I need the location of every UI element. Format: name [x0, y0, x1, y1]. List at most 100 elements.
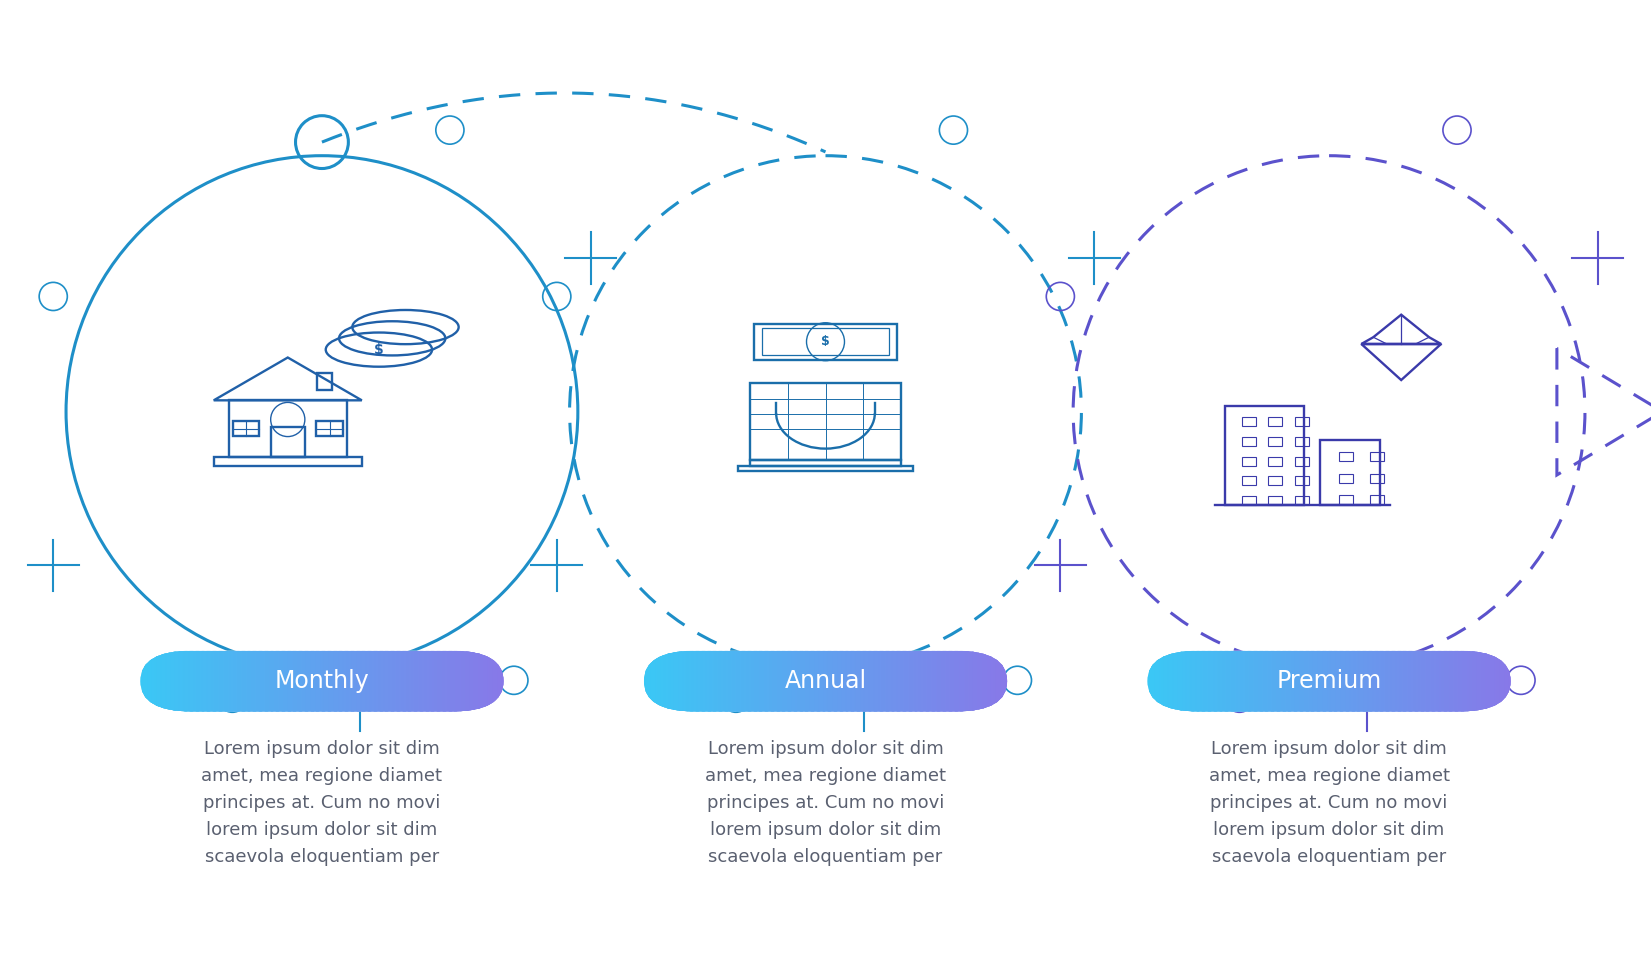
- Bar: [855, 651, 857, 711]
- Bar: [1440, 651, 1441, 711]
- Bar: [386, 651, 388, 711]
- Bar: [1347, 651, 1349, 711]
- Bar: [1352, 651, 1354, 711]
- Bar: [487, 651, 490, 711]
- Bar: [145, 651, 147, 711]
- Bar: [1313, 651, 1314, 711]
- Bar: [1154, 651, 1157, 711]
- Bar: [1438, 651, 1440, 711]
- Bar: [687, 651, 690, 711]
- Bar: [391, 651, 393, 711]
- Bar: [1215, 651, 1217, 711]
- Bar: [852, 651, 854, 711]
- Bar: [411, 651, 413, 711]
- Bar: [154, 651, 155, 711]
- Bar: [1260, 651, 1261, 711]
- Bar: [745, 651, 746, 711]
- Bar: [662, 651, 664, 711]
- Bar: [434, 651, 436, 711]
- Bar: [868, 651, 870, 711]
- Bar: [462, 651, 464, 711]
- Bar: [748, 651, 750, 711]
- Bar: [1324, 651, 1326, 711]
- Bar: [261, 651, 263, 711]
- Bar: [1413, 651, 1415, 711]
- Bar: [472, 651, 474, 711]
- Bar: [287, 651, 289, 711]
- Bar: [1286, 651, 1289, 711]
- Bar: [1491, 651, 1493, 711]
- Bar: [332, 651, 334, 711]
- Bar: [376, 651, 378, 711]
- Bar: [728, 651, 731, 711]
- Bar: [1509, 651, 1511, 711]
- Bar: [1192, 651, 1194, 711]
- Bar: [670, 651, 672, 711]
- Bar: [396, 651, 400, 711]
- Bar: [200, 651, 201, 711]
- Bar: [679, 651, 680, 711]
- Bar: [393, 651, 395, 711]
- Bar: [1341, 651, 1344, 711]
- Bar: [1167, 651, 1169, 711]
- Bar: [977, 651, 981, 711]
- Bar: [409, 651, 411, 711]
- Bar: [764, 651, 768, 711]
- Bar: [178, 651, 180, 711]
- Bar: [1466, 651, 1468, 711]
- Bar: [951, 651, 953, 711]
- Bar: [1481, 651, 1483, 711]
- Bar: [717, 651, 718, 711]
- Bar: [456, 651, 457, 711]
- Bar: [289, 651, 291, 711]
- Bar: [809, 651, 812, 711]
- Bar: [1147, 651, 1149, 711]
- Bar: [414, 651, 418, 711]
- Bar: [266, 651, 267, 711]
- Bar: [738, 651, 740, 711]
- Bar: [1339, 452, 1354, 461]
- Bar: [997, 651, 999, 711]
- Bar: [1349, 651, 1351, 711]
- Bar: [1390, 651, 1393, 711]
- Bar: [715, 651, 717, 711]
- Bar: [1225, 651, 1227, 711]
- Bar: [1213, 651, 1217, 711]
- Bar: [685, 651, 687, 711]
- Bar: [1258, 651, 1260, 711]
- Bar: [1397, 651, 1398, 711]
- Bar: [840, 651, 842, 711]
- Bar: [1218, 651, 1220, 711]
- Bar: [256, 651, 258, 711]
- Bar: [1152, 651, 1154, 711]
- Bar: [918, 651, 920, 711]
- Bar: [335, 651, 337, 711]
- Bar: [1326, 651, 1327, 711]
- Bar: [877, 651, 878, 711]
- Bar: [903, 651, 905, 711]
- Bar: [963, 651, 964, 711]
- Bar: [755, 651, 758, 711]
- Text: $: $: [375, 343, 383, 357]
- Bar: [162, 651, 163, 711]
- Bar: [1184, 651, 1185, 711]
- Bar: [829, 651, 830, 711]
- Bar: [854, 651, 855, 711]
- Bar: [987, 651, 989, 711]
- Bar: [863, 651, 865, 711]
- Bar: [1336, 651, 1339, 711]
- Bar: [471, 651, 472, 711]
- Bar: [741, 651, 745, 711]
- Bar: [949, 651, 951, 711]
- Bar: [941, 651, 944, 711]
- Bar: [279, 651, 282, 711]
- Bar: [1265, 651, 1266, 711]
- Bar: [1230, 651, 1232, 711]
- Bar: [1258, 651, 1261, 711]
- Bar: [1418, 651, 1420, 711]
- Bar: [1455, 651, 1456, 711]
- Bar: [438, 651, 441, 711]
- Bar: [731, 651, 733, 711]
- Bar: [750, 383, 901, 460]
- Bar: [320, 651, 322, 711]
